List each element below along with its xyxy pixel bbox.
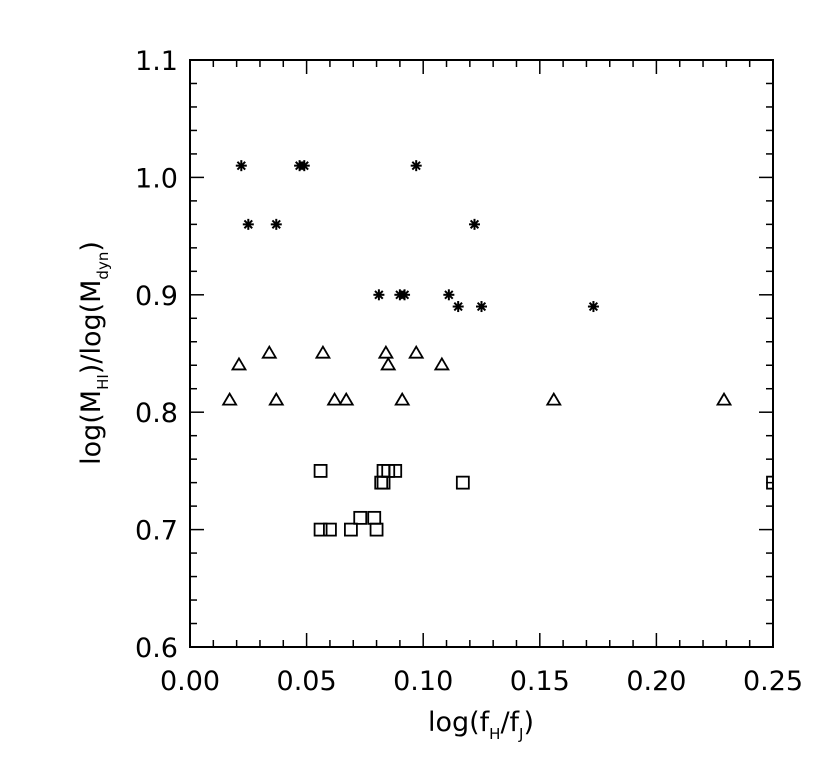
square-point [367,510,382,525]
triangle-point [715,391,733,406]
triangle-point [230,356,248,371]
tick-labels: 0.00 0.05 0.10 0.15 0.20 0.25 0.6 0.7 0.8 0.9 1.0 1… [135,46,803,697]
triangle-point [221,391,238,406]
y-tick-label: 0.7 [135,516,178,547]
triangle-point [545,391,562,406]
y-tick-label: 0.6 [135,633,178,664]
y-tick-label: 0.8 [135,398,178,429]
asterisk-point [373,289,385,301]
asterisk-point [476,301,487,313]
asterisk-point [443,289,455,301]
triangle-point [380,356,397,371]
triangle-point [394,391,411,406]
triangle-point [314,344,332,359]
x-tick-label: 0.00 [160,666,220,697]
square-point [344,522,358,537]
x-tick-label: 0.20 [626,666,686,697]
asterisk-point [399,289,411,301]
square-point [313,463,328,478]
triangle-point [268,391,285,406]
square-point [313,522,328,537]
asterisk-point [452,301,464,313]
y-tick-label: 1.1 [135,46,178,77]
square-point [455,475,470,490]
asterisk-point [270,218,282,230]
asterisk-point [410,160,422,172]
y-tick-label: 0.9 [135,281,178,312]
square-point [369,522,384,537]
square-point [381,463,396,478]
square-point [376,475,391,490]
asterisk-point [587,301,599,313]
axis-ticks [189,59,774,648]
x-tick-label: 0.25 [743,666,803,697]
square-point [376,463,391,478]
square-point [323,522,337,537]
triangle-point [338,391,355,406]
triangle-point [408,344,425,359]
triangle-point [326,391,343,406]
data-markers [221,160,773,537]
square-point [353,510,368,525]
asterisk-point [242,218,254,230]
y-axis-label: log(MHI)/log(Mdyn) [76,241,112,465]
square-point [388,463,403,478]
asterisk-point [235,160,247,172]
plot-frame [189,59,774,648]
triangle-point [261,344,278,359]
triangle-point [433,356,450,371]
x-tick-label: 0.10 [393,666,453,697]
y-tick-label: 1.0 [135,163,178,194]
triangle-point [377,344,394,359]
asterisk-point [298,160,310,172]
asterisk-point [469,218,481,230]
square-point [766,475,773,490]
x-tick-label: 0.05 [277,666,337,697]
x-axis-label: log(fH/fJ) [428,707,534,743]
x-tick-label: 0.15 [510,666,570,697]
